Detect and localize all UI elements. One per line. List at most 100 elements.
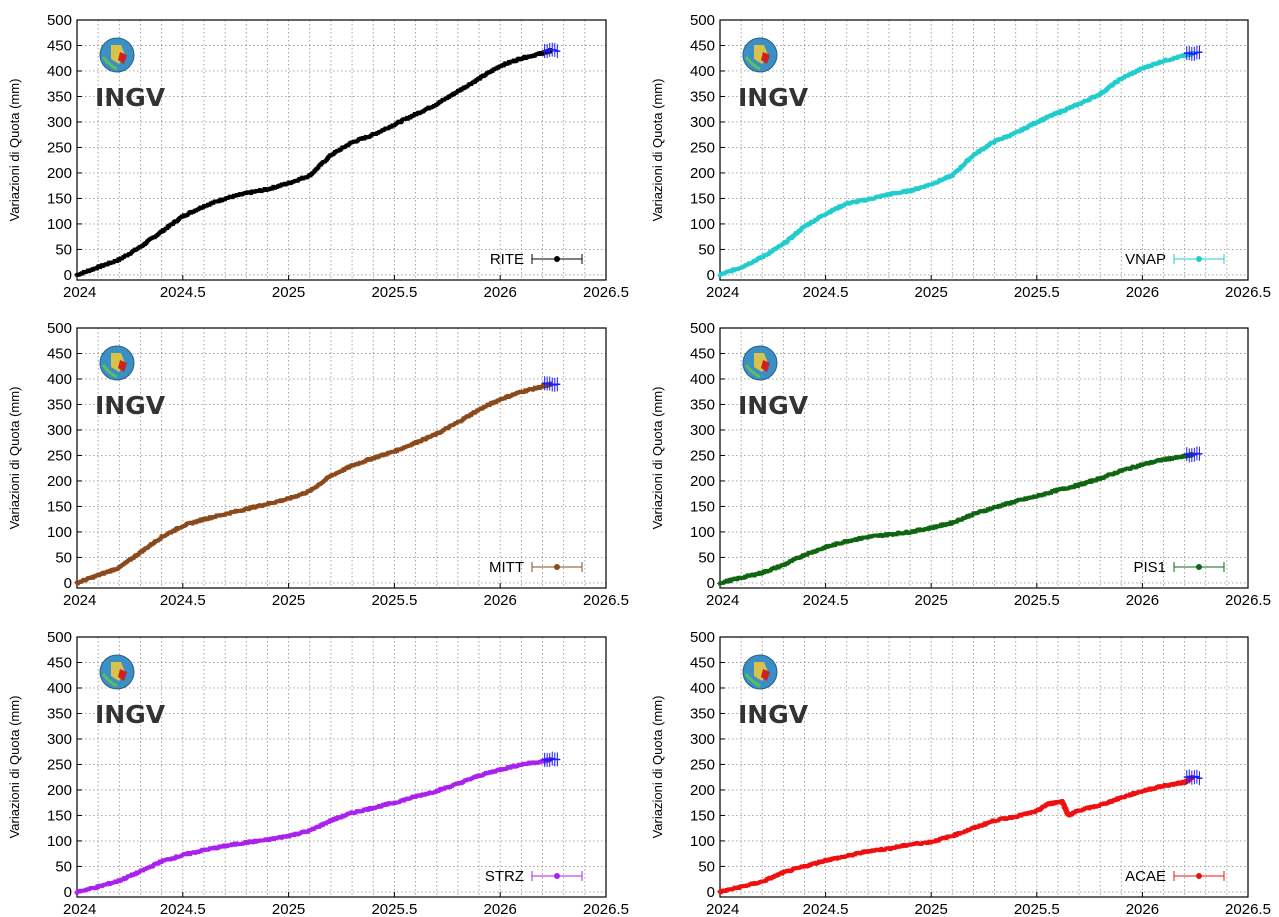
legend-label: VNAP — [1125, 251, 1166, 268]
x-tick-label: 2026 — [1126, 592, 1159, 609]
y-axis-label: Variazioni di Quota (mm) — [650, 79, 665, 222]
x-tick-label: 2024.5 — [160, 284, 206, 301]
legend-label: RITE — [490, 251, 524, 268]
x-tick-label: 2025.5 — [1014, 284, 1060, 301]
plot-frame — [76, 636, 607, 898]
data-series-mitt — [74, 381, 554, 586]
y-tick-label: 150 — [47, 807, 72, 824]
ingv-logo-text: INGV — [95, 700, 166, 729]
data-series-pis1 — [717, 452, 1196, 586]
legend: VNAP — [1125, 251, 1225, 268]
y-tick-label: 100 — [690, 524, 715, 541]
y-tick-label: 250 — [690, 139, 715, 156]
recent-points — [1183, 446, 1203, 463]
x-tick-label: 2026.5 — [583, 901, 629, 917]
ingv-logo-text: INGV — [95, 83, 166, 112]
x-tick-label: 2026.5 — [583, 592, 629, 609]
y-tick-label: 500 — [690, 320, 715, 337]
y-tick-label: 0 — [64, 575, 72, 592]
y-tick-label: 400 — [47, 680, 72, 697]
y-tick-label: 250 — [47, 139, 72, 156]
y-tick-label: 200 — [47, 782, 72, 799]
y-tick-label: 350 — [690, 396, 715, 413]
y-tick-label: 0 — [64, 267, 72, 284]
x-tick-label: 2025 — [272, 901, 305, 917]
ingv-logo-text: INGV — [738, 83, 809, 112]
y-tick-label: 150 — [690, 190, 715, 207]
x-tick-label: 2024.5 — [803, 284, 849, 301]
x-tick-label: 2026 — [484, 901, 517, 917]
globe-band-shape — [744, 56, 761, 71]
y-tick-label: 500 — [47, 12, 72, 29]
y-tick-label: 400 — [690, 63, 715, 80]
globe-band-shape — [101, 56, 118, 71]
y-tick-label: 100 — [690, 216, 715, 233]
legend: MITT — [489, 559, 583, 576]
x-tick-label: 2026.5 — [583, 284, 629, 301]
x-tick-label: 2026 — [484, 592, 517, 609]
y-tick-label: 50 — [55, 549, 72, 566]
x-tick-label: 2025.5 — [371, 284, 417, 301]
y-tick-label: 50 — [698, 241, 715, 258]
legend-marker — [1196, 256, 1202, 262]
legend: PIS1 — [1133, 559, 1225, 576]
y-tick-label: 350 — [47, 396, 72, 413]
x-tick-label: 2024 — [63, 592, 96, 609]
y-tick-label: 150 — [690, 498, 715, 515]
y-tick-label: 300 — [47, 422, 72, 439]
chart-panel-pis1: 0 50 100 150 200 250 300 350 400 450 500 2024 2024.5… — [650, 320, 1271, 609]
x-tick-label: 2024.5 — [160, 901, 206, 917]
y-axis-label: Variazioni di Quota (mm) — [650, 387, 665, 530]
ingv-logo: INGV — [738, 345, 809, 420]
legend: RITE — [490, 251, 583, 268]
x-tick-label: 2026.5 — [1225, 592, 1271, 609]
y-tick-label: 350 — [47, 705, 72, 722]
recent-points — [541, 42, 561, 59]
y-tick-label: 500 — [690, 12, 715, 29]
grid — [77, 637, 606, 897]
x-tick-label: 2025 — [915, 284, 948, 301]
y-tick-label: 250 — [690, 447, 715, 464]
x-tick-label: 2024 — [706, 592, 739, 609]
y-tick-label: 100 — [47, 216, 72, 233]
y-tick-label: 450 — [47, 37, 72, 54]
grid — [77, 328, 606, 588]
y-tick-label: 500 — [47, 320, 72, 337]
chart-panel-mitt: 0 50 100 150 200 250 300 350 400 450 500 2024 2024.5… — [7, 320, 629, 609]
y-tick-label: 150 — [47, 498, 72, 515]
ingv-logo-text: INGV — [738, 391, 809, 420]
legend-label: PIS1 — [1133, 559, 1166, 576]
y-tick-label: 150 — [47, 190, 72, 207]
x-tick-label: 2026.5 — [1225, 284, 1271, 301]
globe-band-shape — [101, 364, 118, 379]
y-tick-label: 300 — [690, 422, 715, 439]
globe-region-shape — [761, 360, 770, 372]
y-tick-label: 300 — [47, 114, 72, 131]
chart-panel-strz: 0 50 100 150 200 250 300 350 400 450 500 2024 2024.5… — [7, 629, 629, 917]
y-tick-label: 0 — [707, 575, 715, 592]
data-series-strz — [74, 757, 554, 895]
y-tick-label: 250 — [47, 756, 72, 773]
ingv-logo-text: INGV — [95, 391, 166, 420]
recent-points — [541, 376, 561, 392]
y-axis-label: Variazioni di Quota (mm) — [7, 696, 22, 839]
y-axis-label: Variazioni di Quota (mm) — [7, 79, 22, 222]
chart-panel-vnap: 0 50 100 150 200 250 300 350 400 450 500 2024 2024.5… — [650, 12, 1271, 301]
y-tick-label: 50 — [698, 549, 715, 566]
x-tick-label: 2024.5 — [160, 592, 206, 609]
x-tick-label: 2025 — [272, 592, 305, 609]
ingv-logo: INGV — [738, 37, 809, 112]
y-tick-label: 200 — [47, 165, 72, 182]
plot-frame — [76, 327, 607, 589]
y-tick-label: 350 — [47, 88, 72, 105]
x-tick-label: 2024.5 — [803, 592, 849, 609]
globe-band-shape — [101, 673, 118, 688]
y-tick-label: 250 — [47, 447, 72, 464]
plot-frame — [76, 19, 607, 281]
x-tick-label: 2025.5 — [1014, 592, 1060, 609]
y-tick-label: 300 — [690, 114, 715, 131]
x-tick-label: 2024 — [63, 901, 96, 917]
y-tick-label: 100 — [47, 524, 72, 541]
plot-frame — [719, 19, 1249, 281]
